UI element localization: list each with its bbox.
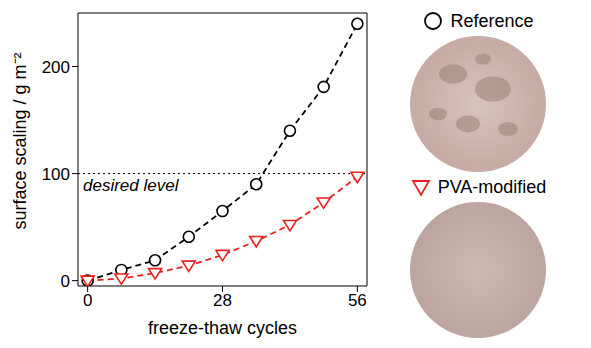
- svg-text:100: 100: [42, 165, 70, 184]
- svg-text:freeze-thaw cycles: freeze-thaw cycles: [148, 318, 297, 338]
- svg-text:28: 28: [213, 291, 232, 310]
- svg-text:0: 0: [83, 291, 92, 310]
- svg-text:200: 200: [42, 58, 70, 77]
- html-text:PVA-modified: PVA-modified: [437, 176, 547, 197]
- svg-text:desired level: desired level: [83, 176, 180, 195]
- html-text:Reference: Reference: [450, 10, 534, 31]
- svg-text:56: 56: [348, 291, 367, 310]
- svg-text:0: 0: [61, 272, 70, 291]
- svg-text:surface scaling / g m⁻²: surface scaling / g m⁻²: [10, 52, 30, 229]
